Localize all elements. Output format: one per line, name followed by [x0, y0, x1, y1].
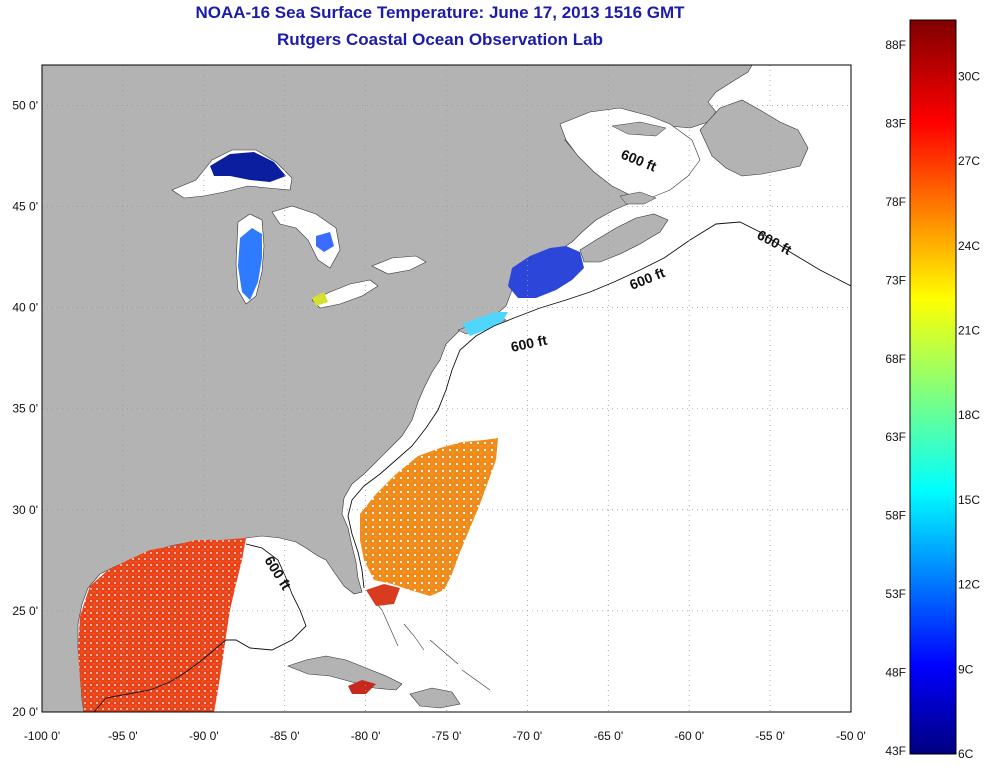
- longitude-tick-label: -75 0': [432, 729, 462, 743]
- colorbar-fahrenheit-labels: 88F 83F 78F 73F 68F 63F 58F 53F 48F 43F: [885, 38, 906, 758]
- land-hispaniola: [409, 687, 461, 709]
- longitude-tick-label: -65 0': [593, 729, 623, 743]
- colorbar-label-f: 53F: [885, 587, 906, 601]
- longitude-tick-label: -70 0': [513, 729, 543, 743]
- colorbar-label-f: 68F: [885, 352, 906, 366]
- colorbar-label-f: 83F: [885, 117, 906, 131]
- colorbar-label-f: 78F: [885, 195, 906, 209]
- colorbar-label-f: 88F: [885, 38, 906, 52]
- map-subtitle: Rutgers Coastal Ocean Observation Lab: [277, 30, 603, 49]
- land-cuba: [287, 655, 403, 691]
- colorbar-label-f: 43F: [885, 744, 906, 758]
- longitude-tick-label: -55 0': [755, 729, 785, 743]
- sst-southern-new-england: [462, 312, 508, 336]
- plot-frame: [41, 64, 852, 713]
- land-newfoundland: [699, 99, 809, 177]
- water-st-lawrence: [559, 107, 701, 199]
- colorbar-label-f: 63F: [885, 430, 906, 444]
- colorbar-celsius-labels: 30C 27C 24C 21C 18C 15C 12C 9C 6C: [958, 69, 980, 761]
- land-bahamas: [371, 597, 491, 691]
- colorbar-label-c: 18C: [958, 408, 980, 422]
- colorbar-label-c: 9C: [958, 662, 974, 676]
- colorbar-label-c: 12C: [958, 578, 980, 592]
- land-pei: [619, 191, 657, 205]
- sst-lake-superior: [210, 152, 286, 182]
- depth-contour-600ft: [347, 221, 851, 589]
- latitude-tick-label: 25 0': [12, 604, 38, 618]
- colorbar-label-c: 27C: [958, 154, 980, 168]
- latitude-tick-label: 50 0': [12, 98, 38, 112]
- colorbar-label-f: 58F: [885, 509, 906, 523]
- colorbar: [909, 19, 957, 755]
- latitude-tick-label: 35 0': [12, 402, 38, 416]
- sst-lake-michigan: [238, 228, 262, 300]
- longitude-tick-label: -95 0': [108, 729, 138, 743]
- longitude-tick-label: -80 0': [351, 729, 381, 743]
- longitude-tick-label: -100 0': [24, 729, 60, 743]
- latitude-ticks: 20 0' 25 0' 30 0' 35 0' 40 0' 45 0' 50 0': [12, 98, 38, 719]
- sst-gulf-of-mexico: [78, 538, 246, 712]
- sst-florida-straits: [366, 584, 400, 606]
- contour-label-600ft: 600 ft: [509, 332, 548, 355]
- sst-lake-huron: [316, 232, 334, 252]
- lake-erie: [311, 279, 379, 309]
- sst-caribbean: [348, 680, 376, 694]
- longitude-ticks: -100 0' -95 0' -90 0' -85 0' -80 0' -75 0' -70…: [24, 729, 866, 743]
- land-nova-scotia: [579, 213, 669, 263]
- colorbar-label-f: 48F: [885, 665, 906, 679]
- map-layer: [42, 65, 851, 712]
- colorbar-label-c: 15C: [958, 493, 980, 507]
- colorbar-label-c: 24C: [958, 239, 980, 253]
- latitude-tick-label: 40 0': [12, 301, 38, 315]
- colorbar-label-c: 21C: [958, 324, 980, 338]
- land-anticosti: [611, 121, 667, 137]
- colorbar-label-c: 30C: [958, 69, 980, 83]
- colorbar-label-f: 73F: [885, 273, 906, 287]
- map-title: NOAA-16 Sea Surface Temperature: June 17…: [195, 3, 685, 22]
- latitude-tick-label: 20 0': [12, 705, 38, 719]
- colorbar-label-c: 6C: [958, 747, 974, 761]
- longitude-tick-label: -60 0': [674, 729, 704, 743]
- longitude-tick-label: -85 0': [270, 729, 300, 743]
- longitude-tick-label: -50 0': [836, 729, 866, 743]
- latitude-tick-label: 30 0': [12, 503, 38, 517]
- latitude-tick-label: 45 0': [12, 200, 38, 214]
- longitude-tick-label: -90 0': [189, 729, 219, 743]
- sst-lake-erie: [312, 292, 328, 306]
- lake-huron: [271, 205, 341, 269]
- depth-contour-600ft-gulf: [93, 543, 307, 712]
- sst-south-atlantic: [360, 438, 498, 596]
- lake-ontario: [371, 255, 427, 275]
